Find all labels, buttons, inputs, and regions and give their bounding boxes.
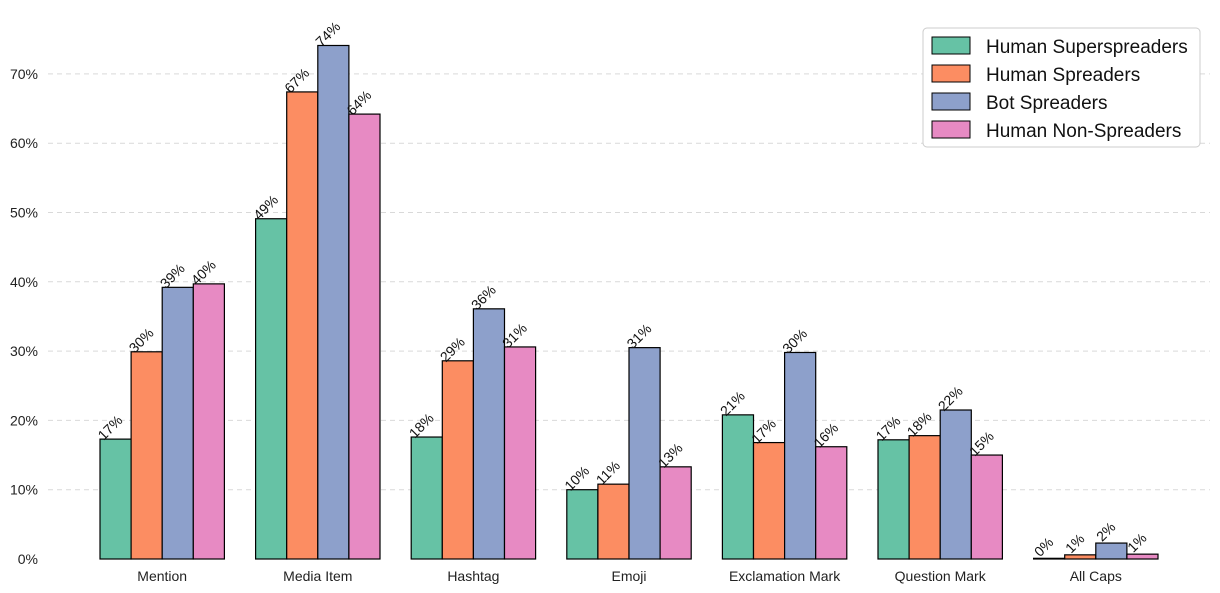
bar: [1126, 553, 1159, 560]
data-label: 36%: [468, 282, 499, 313]
bar: [597, 483, 630, 560]
data-label: 2%: [1093, 519, 1119, 545]
bar: [1095, 542, 1128, 560]
bar: [192, 283, 226, 560]
data-label: 18%: [406, 410, 437, 441]
legend-swatch: [931, 92, 971, 111]
data-label: 21%: [717, 388, 748, 419]
data-label: 0%: [1031, 534, 1057, 560]
legend-label: Bot Spreaders: [986, 93, 1107, 114]
bar: [1064, 554, 1097, 560]
x-tick-label: Question Mark: [895, 568, 987, 584]
legend-swatch: [931, 64, 971, 83]
data-label: 30%: [779, 325, 810, 356]
bar: [255, 218, 288, 560]
bar: [566, 489, 599, 560]
x-tick-label: Emoji: [611, 568, 646, 584]
y-tick-label: 40%: [10, 274, 38, 290]
bar: [441, 360, 474, 560]
data-label: 40%: [188, 257, 219, 288]
bar: [659, 466, 692, 560]
y-tick-label: 20%: [10, 412, 38, 428]
bar: [721, 414, 755, 560]
data-label: 18%: [904, 409, 935, 440]
data-label: 1%: [1124, 530, 1150, 556]
data-label: 17%: [94, 412, 125, 443]
y-tick-label: 10%: [10, 482, 38, 498]
bar: [752, 441, 786, 560]
bar: [99, 438, 132, 560]
bar: [286, 91, 319, 560]
x-tick-label: Hashtag: [447, 568, 499, 584]
data-label: 31%: [623, 321, 654, 352]
data-label: 10%: [561, 463, 592, 494]
bar: [503, 346, 537, 560]
legend-label: Human Spreaders: [986, 65, 1140, 86]
y-tick-label: 70%: [10, 66, 38, 82]
y-tick-label: 50%: [10, 205, 38, 221]
x-tick-label: Mention: [137, 568, 187, 584]
data-label: 29%: [437, 334, 468, 365]
bar: [815, 446, 848, 560]
bar: [939, 409, 972, 560]
data-label: 22%: [935, 383, 966, 414]
data-label: 49%: [250, 192, 281, 223]
y-axis-ticks: 0% 10% 20% 30% 40% 50% 60% 70%: [10, 66, 38, 567]
x-axis-ticks: Mention Media Item Hashtag Emoji Exclamation…: [137, 568, 1122, 584]
bar: [348, 113, 381, 560]
data-label: 67%: [281, 65, 312, 96]
bar: [783, 351, 817, 560]
data-label: 1%: [1062, 530, 1088, 556]
x-tick-label: All Caps: [1070, 568, 1122, 584]
bar: [970, 454, 1003, 560]
bar: [130, 351, 163, 560]
y-tick-label: 30%: [10, 343, 38, 359]
bar: [161, 286, 194, 560]
data-label: 11%: [593, 457, 623, 487]
legend-label: Human Superspreaders: [986, 37, 1188, 58]
legend-swatch: [931, 36, 971, 55]
x-tick-label: Exclamation Mark: [729, 568, 841, 584]
legend-swatch: [931, 120, 971, 139]
data-label: 39%: [157, 260, 188, 291]
legend-frame: [922, 27, 1201, 148]
y-tick-label: 60%: [10, 135, 38, 151]
legend: Human Superspreaders Human Spreaders Bot S…: [922, 27, 1201, 148]
bar: [410, 436, 443, 560]
data-label: 17%: [872, 413, 903, 444]
bar: [908, 435, 941, 560]
x-tick-label: Media Item: [283, 568, 352, 584]
bar: [1032, 557, 1066, 560]
y-tick-label: 0%: [18, 551, 38, 567]
legend-label: Human Non-Spreaders: [986, 121, 1181, 142]
bars: [99, 44, 1159, 560]
bar: [628, 347, 661, 560]
bar: [472, 308, 506, 560]
bar: [317, 44, 350, 560]
data-label: 74%: [312, 18, 343, 49]
bar: [877, 439, 910, 560]
